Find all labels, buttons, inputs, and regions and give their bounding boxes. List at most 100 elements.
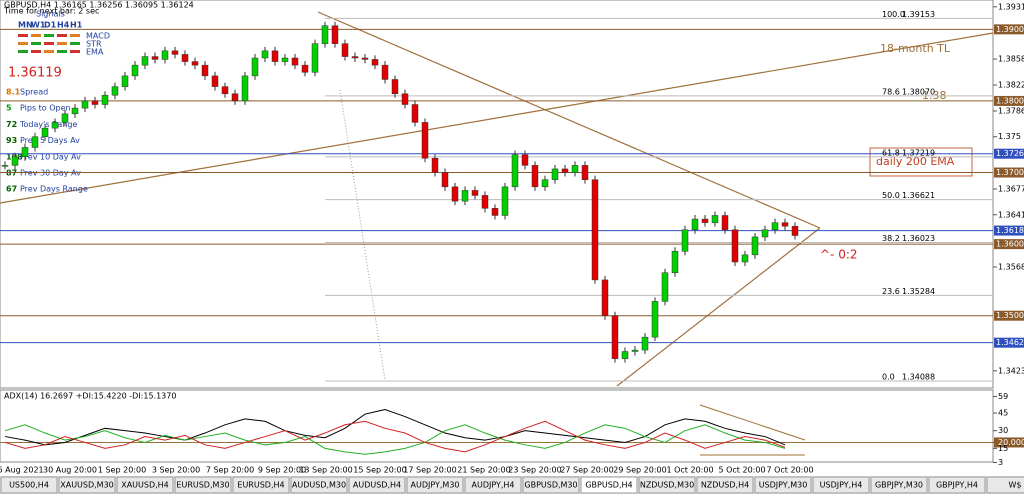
tab[interactable] — [754, 476, 812, 494]
candle — [171, 50, 179, 55]
tab-label[interactable]: USDJPY,M30 — [759, 481, 808, 490]
tab-label[interactable]: AUDJPY,H4 — [471, 481, 514, 490]
tab-label[interactable]: XAUUSD,H4 — [121, 481, 169, 490]
tab-label[interactable]: AUDUSD,M30 — [292, 481, 346, 490]
candle — [461, 190, 469, 202]
candle — [791, 225, 799, 236]
annotation: ^- 0:2 — [820, 248, 858, 262]
candle — [31, 136, 39, 148]
tab-label[interactable]: GBPUSD,H4 — [585, 481, 632, 490]
level-box — [994, 310, 1024, 321]
ema-box — [869, 147, 973, 177]
y-tick-label: 45 — [998, 409, 1008, 418]
signal-box — [18, 42, 28, 45]
tab-label[interactable]: USDJPY,H4 — [820, 481, 863, 490]
tab[interactable] — [116, 476, 174, 494]
y-tick-label: 15 — [998, 444, 1008, 453]
candle — [721, 215, 729, 231]
level-box — [994, 225, 1024, 236]
tab-label[interactable]: EURUSD,H4 — [237, 481, 284, 490]
candle — [431, 157, 439, 173]
level-label: 1.35000 — [996, 311, 1024, 320]
tab[interactable] — [986, 476, 1024, 494]
tab[interactable] — [58, 476, 116, 494]
timer: Time for next bar: 2 sec — [3, 7, 99, 16]
tab-label[interactable]: GBPJPY,M30 — [875, 481, 923, 490]
signal-box — [57, 34, 67, 37]
tab[interactable] — [870, 476, 928, 494]
candle — [451, 186, 459, 202]
tab[interactable] — [348, 476, 406, 494]
fib-ratio: 38.2 — [882, 234, 900, 243]
x-tick-label: 9 Sep 20:00 — [258, 466, 306, 475]
tab[interactable] — [464, 476, 522, 494]
signal-box — [44, 34, 54, 37]
tab[interactable] — [290, 476, 348, 494]
candle — [381, 64, 389, 80]
tab-label[interactable]: W$ — [1009, 481, 1022, 490]
candle — [411, 104, 419, 123]
candle — [671, 251, 679, 273]
annotation: daily 200 EMA — [876, 155, 955, 168]
tab[interactable] — [406, 476, 464, 494]
tab[interactable] — [0, 476, 58, 494]
candle — [201, 64, 209, 77]
tab[interactable] — [232, 476, 290, 494]
tab-label[interactable]: EURUSD,M30 — [176, 481, 229, 490]
info-label: Spread — [20, 88, 48, 97]
y-tick-label: 1.3677 — [998, 184, 1024, 193]
y-tick-label: 1.38222 — [998, 81, 1024, 90]
candle — [401, 93, 409, 105]
candle — [641, 336, 649, 351]
timeframe: W1 — [31, 21, 46, 30]
signal-box — [70, 50, 80, 53]
tab[interactable] — [580, 476, 638, 494]
tab[interactable] — [928, 476, 986, 494]
tab-label[interactable]: NZDUSD,M30 — [640, 481, 694, 490]
x-tick-label: 7 Sep 20:00 — [206, 466, 254, 475]
timeframe: MN — [18, 21, 33, 30]
x-tick-label: 3 Sep 20:00 — [152, 466, 200, 475]
adx-line — [4, 424, 786, 455]
candle — [751, 236, 759, 256]
adx-line — [4, 420, 786, 453]
level-box — [994, 95, 1024, 106]
level-label: 1.36000 — [996, 240, 1024, 249]
candle — [311, 43, 319, 73]
tab[interactable] — [696, 476, 754, 494]
candle — [551, 168, 559, 180]
candle — [441, 172, 449, 188]
timeframe: H4 — [57, 21, 70, 30]
tab-label[interactable]: US500,H4 — [9, 481, 49, 490]
tab-label[interactable]: AUDJPY,M30 — [410, 481, 459, 490]
candle — [191, 61, 199, 66]
x-tick-label: 15 Sep 20:00 — [353, 466, 406, 475]
tab[interactable] — [638, 476, 696, 494]
signal-box — [44, 50, 54, 53]
tab[interactable] — [174, 476, 232, 494]
tab-label[interactable]: GBPJPY,H4 — [936, 481, 978, 490]
fib-ratio: 100.0 — [882, 10, 905, 19]
level-box — [994, 148, 1024, 159]
candle — [61, 113, 69, 123]
fib-price: 1.35284 — [902, 287, 935, 296]
y-tick-label: 1.3641 — [998, 210, 1024, 219]
fib-ratio: 50.0 — [882, 191, 900, 200]
tab-label[interactable]: AUDUSD,H4 — [353, 481, 401, 490]
fib-price: 1.37219 — [902, 148, 935, 157]
trend-line — [0, 32, 994, 204]
tab[interactable] — [522, 476, 580, 494]
fib-ratio: 23.6 — [882, 287, 900, 296]
candle — [371, 59, 379, 66]
tab-label[interactable]: GBPUSD,M30 — [524, 481, 577, 490]
candle — [111, 86, 119, 96]
candle — [571, 165, 579, 173]
tab[interactable] — [812, 476, 870, 494]
candle — [121, 75, 129, 87]
x-tick-label: 23 Sep 20:00 — [508, 466, 561, 475]
fib-ratio: 78.6 — [882, 87, 900, 96]
level-label: 1.38000 — [996, 96, 1024, 105]
tab-label[interactable]: XAUUSD,M30 — [60, 481, 114, 490]
tab-label[interactable]: NZDUSD,H4 — [701, 481, 749, 490]
